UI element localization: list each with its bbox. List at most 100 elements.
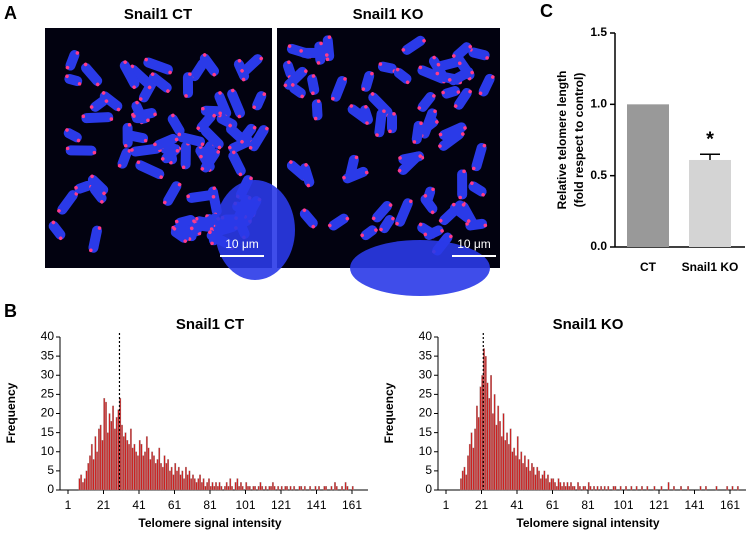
nucleus [350,240,490,296]
histogram-bar [653,486,656,491]
histogram-bar [548,482,551,491]
telomere [371,216,376,221]
telomere [418,65,423,70]
telomere [471,166,476,171]
y-axis-label: Frequency [382,382,396,443]
histogram-bar [573,486,576,491]
telomere [316,99,321,103]
y-tick-label: 15 [41,425,55,439]
chromosome [252,91,267,111]
chromosome [196,111,216,133]
telomere [218,111,222,116]
chromosome [148,72,172,93]
y-tick-label: 25 [419,387,433,401]
chromatid [99,91,123,112]
chromosome [87,174,109,196]
histogram-bar [259,482,262,491]
chromosome [289,83,306,99]
telomere [177,132,182,137]
chromatid [328,213,349,231]
histogram-bar [476,405,478,491]
histogram-bar [341,486,343,491]
chromatid [190,213,220,234]
telomere [299,49,303,53]
histogram-bar [667,482,670,491]
histogram-bar [500,436,503,491]
chromatid [163,181,182,206]
y-tick-label: 40 [41,329,55,343]
panel-label: A [4,3,17,23]
histogram-bar [461,470,464,491]
scale-label: 10 μm [457,237,491,251]
chromosome [186,190,216,203]
histogram-bar [138,440,141,491]
telomere [192,219,196,223]
x-tick-label: 81 [203,498,217,512]
chromosome [226,123,247,144]
histogram-bar [172,474,175,491]
chromosome [135,160,165,180]
chromosome [240,54,264,76]
histogram-bar [202,478,205,491]
chromosome [411,120,424,145]
telomere [388,129,392,134]
telomere [144,57,148,62]
chromosome [170,227,189,243]
telomere [97,226,102,230]
histogram-bar [181,470,184,491]
telomere [401,48,406,52]
chromatid [307,74,320,95]
annotation: * [706,129,714,151]
telomere [181,165,186,170]
chromosome [200,148,221,173]
histogram-bar [538,470,540,491]
chromosome [401,35,426,55]
telomere [466,219,471,223]
chromatid [311,99,323,121]
histogram-bar [582,486,585,491]
histogram-bar [346,486,349,491]
y-axis-label: Frequency [4,382,18,443]
bar [689,159,731,247]
telomere [166,89,170,93]
histogram-bar [513,447,516,491]
telomere [212,72,216,77]
telomere [130,148,134,152]
telomere [184,94,188,98]
histogram-bar [557,478,560,491]
histogram-bar [472,447,475,491]
telomere [240,139,244,144]
chromosome [131,113,150,124]
histogram-bar [330,486,333,491]
telomere [468,89,472,94]
histogram-bar [238,486,241,491]
telomere [481,192,485,197]
histogram-bar [477,417,480,491]
chromatid [63,128,82,143]
telomere [95,82,100,87]
telomere [143,138,148,143]
telomere [177,182,182,187]
chromatid [330,76,348,102]
histogram-bar [121,424,123,491]
histogram-bar [465,474,468,491]
telomere [397,168,402,173]
y-tick-label: 30 [419,367,433,381]
chromosome [314,41,326,65]
telomere [135,100,139,105]
histogram-bar [309,486,312,491]
histogram-bar [699,486,702,491]
chromatid [131,113,150,124]
histogram-bar [593,486,595,491]
histogram-bar [726,486,729,491]
chromosome [361,70,375,92]
histogram-bar [504,440,507,491]
telomere [159,175,163,179]
telomere [478,91,483,96]
histogram-bar [248,486,251,491]
telomere [374,228,378,232]
x-tick-label: 21 [475,498,489,512]
chromosome [393,67,412,85]
telomere [331,96,335,101]
chromosome [441,86,461,99]
